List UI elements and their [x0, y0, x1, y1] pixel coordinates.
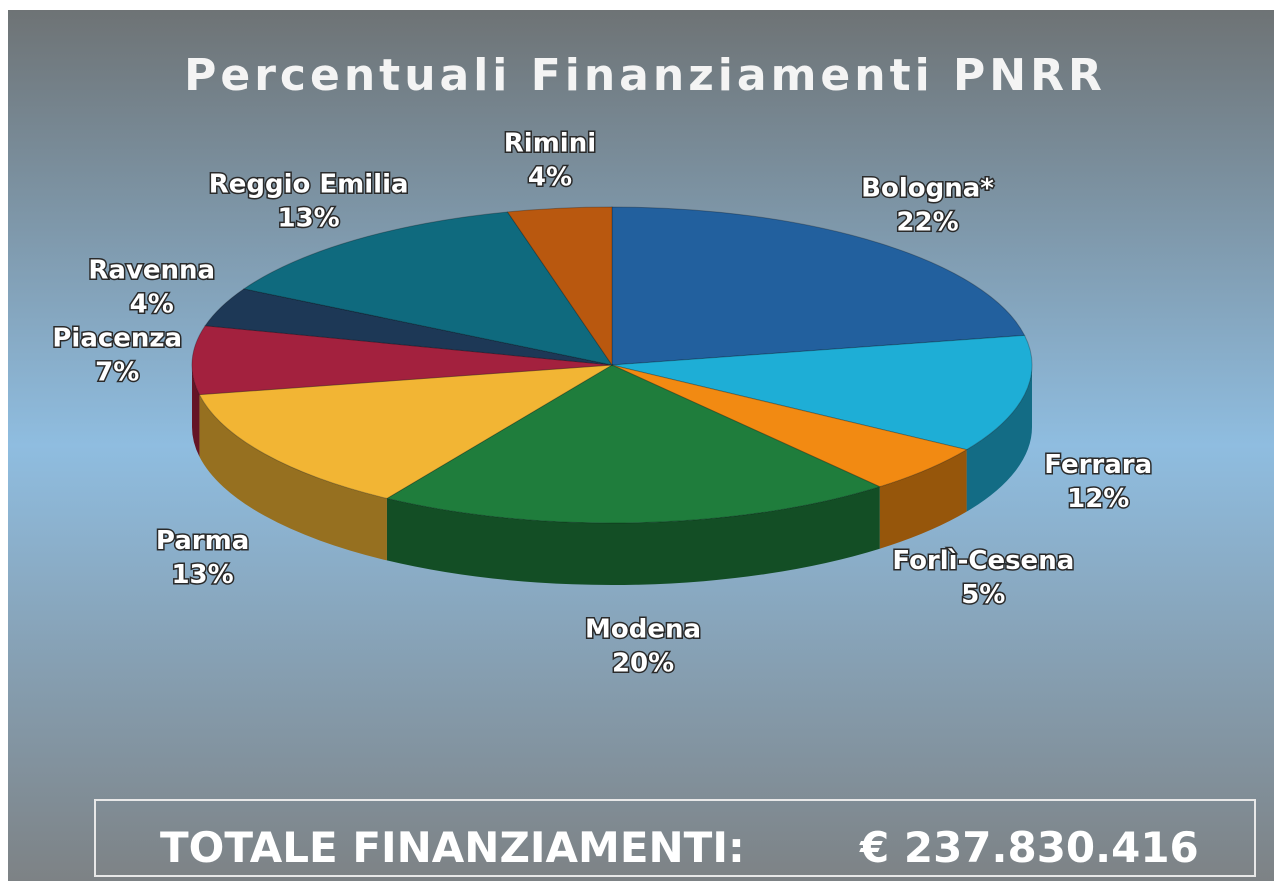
slice-label: Bologna* [861, 174, 994, 204]
slice [385, 364, 882, 524]
slice-value-label: 4% [528, 163, 572, 193]
slice-label: Modena [585, 615, 701, 645]
slice-side [386, 486, 880, 585]
slice-value-label: 4% [130, 289, 174, 319]
slice-value-label: 7% [95, 358, 139, 388]
slice [611, 364, 968, 488]
slice-value-label: 13% [277, 204, 339, 234]
total-box [94, 799, 1256, 877]
pie: Bologna* 22% Ferrara 12% Forlì-Cesena 5% Moden… [51, 127, 1154, 680]
slice [242, 211, 614, 366]
slice-label: Ravenna [88, 255, 215, 285]
chart-title: Percentuali Finanziamenti PNRR [184, 50, 1106, 101]
slice-side [199, 394, 387, 561]
slice-label: Ferrara [1044, 450, 1152, 480]
slice-side [966, 365, 1032, 512]
slice-value-label: 20% [612, 649, 674, 679]
slice-value-label: 22% [896, 208, 958, 238]
slice-label: Parma [156, 526, 249, 556]
slice-side [879, 449, 967, 549]
slice-value-label: 5% [961, 580, 1005, 610]
slice [198, 364, 613, 499]
slice-side [192, 365, 200, 457]
slice-value-label: 13% [171, 560, 233, 590]
slice [506, 206, 613, 367]
slice [611, 206, 1026, 366]
slice [191, 325, 613, 396]
total-label: TOTALE FINANZIAMENTI: [160, 823, 745, 872]
slice [611, 334, 1033, 451]
total-value: € 237.830.416 [859, 823, 1199, 872]
slice-label: Piacenza [52, 324, 182, 354]
slice-label: Reggio Emilia [209, 170, 409, 200]
slice [204, 288, 613, 366]
slice-label: Rimini [504, 129, 596, 159]
slice-value-label: 12% [1067, 484, 1129, 514]
slice-label: Forlì-Cesena [892, 546, 1074, 576]
